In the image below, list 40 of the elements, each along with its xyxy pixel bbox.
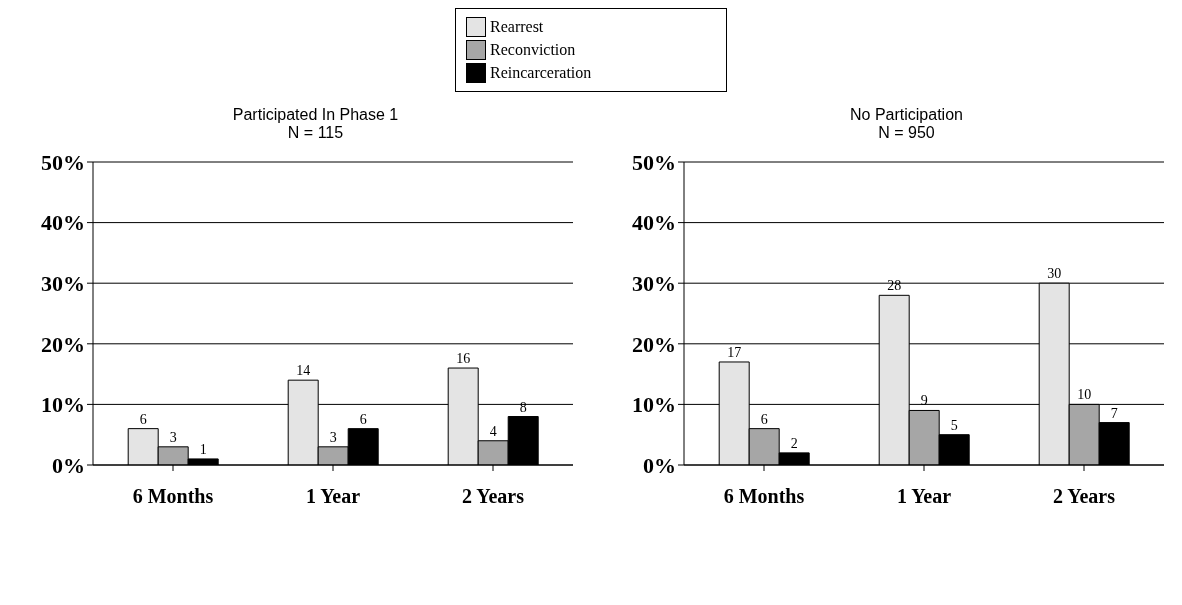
x-tick-label: 1 Year (896, 485, 952, 508)
chart-title: Participated In Phase 1 (231, 106, 400, 124)
y-tick-label: 10% (632, 392, 676, 418)
x-tick-label: 2 Years (461, 485, 525, 508)
data-label: 17 (727, 344, 742, 360)
chart-subtitle: N = 950 (877, 124, 936, 142)
y-tick-label: 0% (52, 452, 85, 478)
y-tick-label: 30% (41, 271, 85, 297)
data-label: 2 (790, 435, 798, 451)
x-tick-label: 6 Months (132, 485, 214, 508)
data-label: 6 (359, 411, 367, 427)
chart-subtitle: N = 115 (286, 124, 345, 142)
x-tick-label: 1 Year (305, 485, 361, 508)
y-tick-label: 0% (643, 452, 676, 478)
data-label: 30 (1047, 266, 1062, 282)
y-tick-label: 30% (632, 271, 676, 297)
data-label: 6 (760, 411, 768, 427)
y-tick-label: 20% (41, 331, 85, 357)
y-tick-label: 10% (41, 392, 85, 418)
data-label: 4 (489, 423, 497, 439)
x-tick-label: 2 Years (1052, 485, 1116, 508)
y-tick-label: 40% (41, 210, 85, 236)
data-label: 5 (950, 417, 958, 433)
y-tick-label: 50% (632, 149, 676, 175)
chart-title: No Participation (849, 106, 964, 124)
data-label: 14 (296, 363, 311, 379)
x-tick-label: 6 Months (723, 485, 805, 508)
data-label: 1 (199, 441, 207, 457)
y-tick-label: 20% (632, 331, 676, 357)
legend-label: Rearrest (490, 17, 544, 36)
data-label: 3 (169, 429, 177, 445)
legend-label: Reincarceration (490, 63, 592, 82)
y-tick-label: 50% (41, 149, 85, 175)
data-label: 3 (329, 429, 337, 445)
data-label: 10 (1077, 387, 1092, 403)
y-tick-label: 40% (632, 210, 676, 236)
data-label: 6 (139, 411, 147, 427)
legend-label: Reconviction (490, 40, 576, 59)
data-label: 7 (1110, 405, 1118, 421)
data-label: 16 (456, 351, 471, 367)
